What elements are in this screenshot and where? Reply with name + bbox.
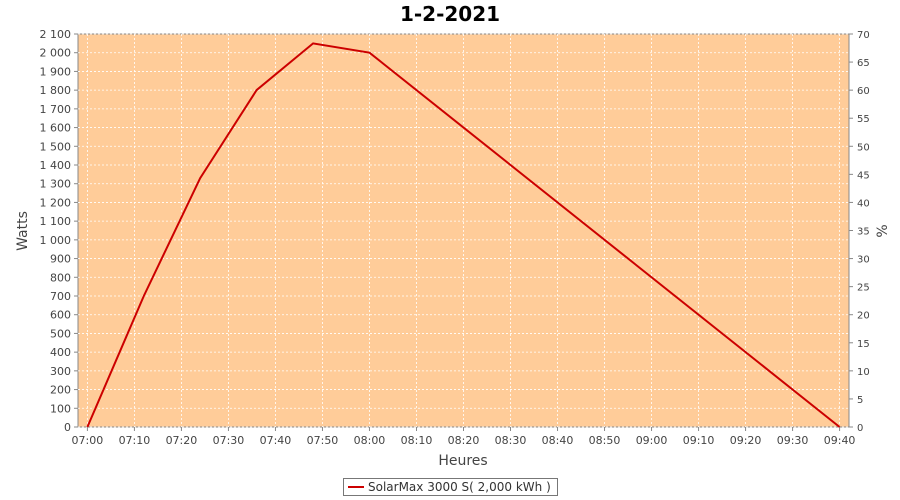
grid-lines: [78, 33, 849, 428]
y2-tick-label: 70: [857, 30, 870, 41]
x-tick-label: 07:50: [307, 434, 339, 447]
y2-tick-label: 60: [857, 86, 870, 97]
x-tick-label: 07:20: [166, 434, 198, 447]
series-line: [86, 42, 841, 428]
y-tick-label: 1 800: [40, 84, 72, 97]
y-axis-right: 0 5 10 15 20 25 30 35 40 45 50 55 60 65 70: [849, 30, 870, 434]
x-tick-label: 09:30: [777, 434, 809, 447]
y-tick-label: 2 100: [40, 28, 72, 41]
x-tick-label: 09:00: [636, 434, 668, 447]
y-tick-label: 1 900: [40, 65, 72, 78]
y-tick-label: 1 100: [40, 215, 72, 228]
y-tick-label: 1 400: [40, 159, 72, 172]
y-tick-label: 500: [50, 327, 71, 340]
x-tick-label: 08:30: [495, 434, 527, 447]
x-tick-label: 09:40: [824, 434, 856, 447]
y-tick-label: 200: [50, 384, 71, 397]
y-tick-label: 1 500: [40, 140, 72, 153]
x-tick-label: 08:10: [401, 434, 433, 447]
y-tick-label: 700: [50, 290, 71, 303]
x-tick-label: 08:20: [448, 434, 480, 447]
y2-tick-label: 35: [857, 227, 870, 238]
y2-tick-label: 40: [857, 198, 870, 209]
y2-tick-label: 45: [857, 170, 870, 181]
y2-tick-label: 55: [857, 114, 870, 125]
x-tick-label: 09:10: [683, 434, 715, 447]
y-tick-label: 2 000: [40, 47, 72, 60]
x-tick-label: 07:30: [213, 434, 245, 447]
x-tick-label: 08:40: [542, 434, 574, 447]
y-tick-label: 1 200: [40, 196, 72, 209]
y2-tick-label: 65: [857, 58, 870, 69]
x-tick-label: 07:00: [72, 434, 104, 447]
y2-tick-label: 20: [857, 311, 870, 322]
y2-tick-label: 15: [857, 339, 870, 350]
y-tick-label: 100: [50, 402, 71, 415]
y2-tick-label: 0: [857, 423, 863, 434]
y-tick-label: 1 600: [40, 122, 72, 135]
y2-tick-label: 50: [857, 142, 870, 153]
y2-tick-label: 30: [857, 255, 870, 266]
y2-tick-label: 5: [857, 395, 863, 406]
x-axis-label: Heures: [438, 453, 487, 469]
y2-axis-label: %: [875, 224, 891, 237]
y-tick-label: 0: [64, 421, 71, 434]
legend-swatch: [348, 486, 364, 488]
y-tick-label: 1 300: [40, 178, 72, 191]
y-tick-label: 300: [50, 365, 71, 378]
y-tick-label: 900: [50, 253, 71, 266]
legend-label: SolarMax 3000 S( 2,000 kWh ): [368, 480, 551, 494]
y2-tick-label: 25: [857, 283, 870, 294]
x-tick-label: 07:10: [119, 434, 151, 447]
x-tick-label: 07:40: [260, 434, 292, 447]
x-tick-label: 09:20: [730, 434, 762, 447]
series-group: [86, 42, 841, 428]
y-axis-label: Watts: [15, 211, 31, 251]
y-axis-left: 0 100 200 300 400 500 600 700 800 900 1 000 1 100 1 …: [40, 28, 78, 434]
y-tick-label: 800: [50, 271, 71, 284]
x-tick-label: 08:50: [589, 434, 621, 447]
y-tick-label: 1 700: [40, 103, 72, 116]
y-tick-label: 400: [50, 346, 71, 359]
y2-tick-label: 10: [857, 367, 870, 378]
y-tick-label: 1 000: [40, 234, 72, 247]
y-tick-label: 600: [50, 309, 71, 322]
legend: SolarMax 3000 S( 2,000 kWh ): [343, 478, 558, 496]
chart-title: 1-2-2021: [400, 2, 500, 26]
x-tick-label: 08:00: [354, 434, 386, 447]
x-axis: 07:00 07:10 07:20 07:30 07:40 07:50 08:00 08:10…: [72, 427, 856, 447]
